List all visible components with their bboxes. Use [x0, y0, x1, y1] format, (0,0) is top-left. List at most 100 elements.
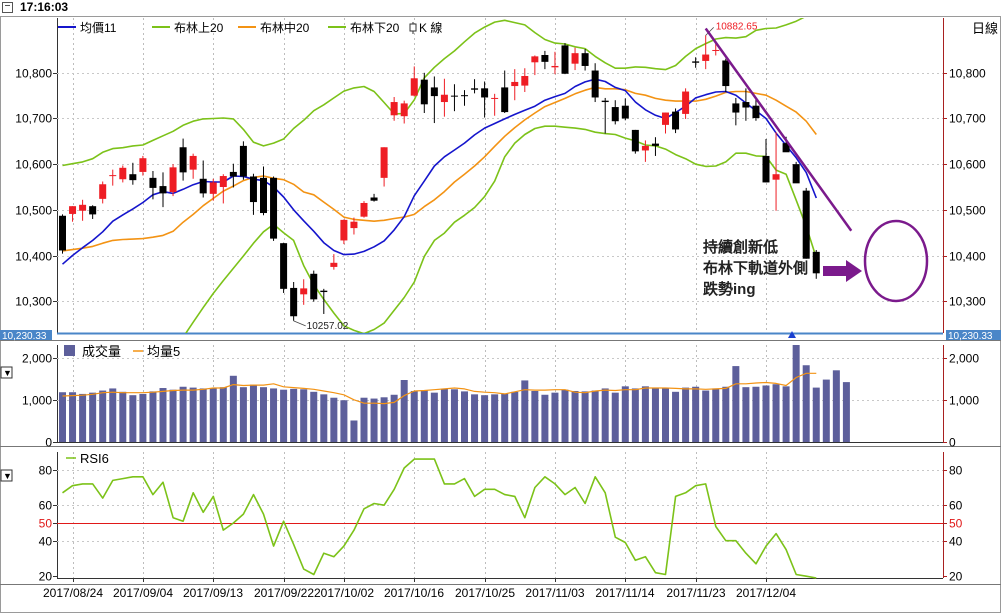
volume-bar: [561, 389, 569, 442]
candle-body: [430, 87, 438, 97]
volume-bar: [360, 397, 368, 442]
candle-body: [340, 219, 348, 241]
volume-bar: [189, 387, 197, 442]
annotation-circle: [863, 219, 929, 303]
candle-body: [330, 262, 338, 267]
candle-body: [229, 171, 237, 177]
candle-body: [481, 88, 489, 98]
volume-bar: [249, 384, 257, 442]
price-tick-label: 10,600: [15, 158, 52, 172]
volume-bar: [822, 379, 830, 442]
volume-bar: [169, 389, 177, 442]
volume-bar: [370, 398, 378, 442]
candle-body: [712, 49, 720, 51]
candle-body: [521, 76, 529, 86]
volume-bar: [461, 391, 468, 442]
volume-bar: [330, 397, 338, 442]
volume-bar: [350, 420, 358, 442]
volume-tick-label-right: 2,000: [949, 352, 979, 366]
candle-body: [79, 204, 87, 211]
volume-bar: [440, 388, 448, 442]
volume-tick-label: 2,000: [22, 352, 52, 366]
candle-body: [149, 177, 157, 188]
candle-body: [89, 206, 97, 215]
volume-bar: [109, 388, 117, 442]
rsi-tick-label: 80: [39, 464, 53, 478]
volume-bar: [682, 387, 690, 442]
volume-bar: [450, 389, 458, 442]
downtrend-line: [704, 27, 853, 232]
date-label: 2017/09/13: [183, 586, 243, 600]
candle-body: [410, 78, 418, 96]
price-plot-group: [59, 18, 820, 333]
price-edge-label-bg: [0, 330, 52, 340]
candle-body: [260, 177, 267, 214]
candle-body: [802, 190, 810, 259]
volume-bar: [531, 390, 539, 442]
volume-bar: [601, 388, 609, 442]
volume-bar: [762, 385, 770, 442]
date-label: 2017/09/04: [113, 586, 173, 600]
volume-bar: [581, 391, 589, 442]
price-tick-label: 10,500: [15, 204, 52, 218]
volume-bar: [229, 375, 237, 442]
volume-bar: [651, 388, 659, 442]
candle-body: [199, 178, 207, 194]
candle-body: [320, 290, 328, 293]
clock-time: 17:16:03: [20, 0, 69, 14]
legend-label: 布林下20: [350, 21, 400, 35]
candle-body: [782, 143, 790, 153]
volume-bar: [812, 387, 820, 442]
candle-body: [370, 197, 378, 201]
rsi-tick-label: 40: [39, 535, 53, 549]
date-label: 2017/10/16: [384, 586, 444, 600]
price-edge-label-right: 10,230.33: [948, 331, 993, 342]
price-tick-label: 10,700: [15, 112, 52, 126]
candle-body: [159, 186, 167, 194]
volume-bar: [591, 390, 599, 442]
volume-bar: [471, 394, 479, 442]
candle-body: [611, 107, 619, 122]
volume-tick-label: 0: [45, 436, 52, 450]
candle-body: [179, 147, 187, 173]
volume-bar: [79, 393, 87, 442]
volume-bar: [199, 388, 207, 442]
date-label: 2017/09/22: [254, 586, 314, 600]
candle-body: [99, 184, 107, 199]
candle-body: [752, 105, 760, 119]
candle-body: [471, 88, 479, 90]
volume-bar: [260, 387, 267, 442]
low-price-label: 10257.02: [307, 321, 349, 332]
candle-body: [249, 176, 257, 203]
volume-menu-icon: ▼: [3, 368, 12, 378]
volume-bar: [390, 394, 398, 442]
volume-bar: [59, 392, 66, 442]
candle-body: [531, 56, 539, 63]
candle-body: [390, 102, 398, 116]
candle-body: [380, 147, 388, 178]
volume-bar: [430, 392, 438, 442]
volume-bar: [491, 394, 499, 442]
volume-bar: [139, 393, 147, 442]
volume-bar: [752, 386, 760, 442]
candle-body: [189, 155, 197, 170]
candle-body: [692, 61, 700, 63]
volume-bar: [702, 390, 710, 442]
volume-bar: [481, 395, 489, 442]
volume-bar: [179, 386, 187, 442]
candle-body: [571, 53, 579, 64]
volume-bar: [219, 387, 227, 442]
volume-legend-swatch: [64, 345, 75, 356]
volume-bar: [712, 388, 720, 442]
candle-body: [742, 102, 750, 108]
volume-panel-menu: [0, 366, 13, 379]
window-icon[interactable]: [2, 2, 13, 13]
volume-bar: [380, 397, 388, 442]
volume-bar: [209, 388, 217, 442]
date-label: 2017/12/04: [736, 586, 796, 600]
price-edge-label-left: 10,230.33: [2, 331, 47, 342]
candle-body: [541, 54, 549, 62]
volume-bar: [692, 386, 700, 442]
low-label-leader: [293, 320, 306, 327]
